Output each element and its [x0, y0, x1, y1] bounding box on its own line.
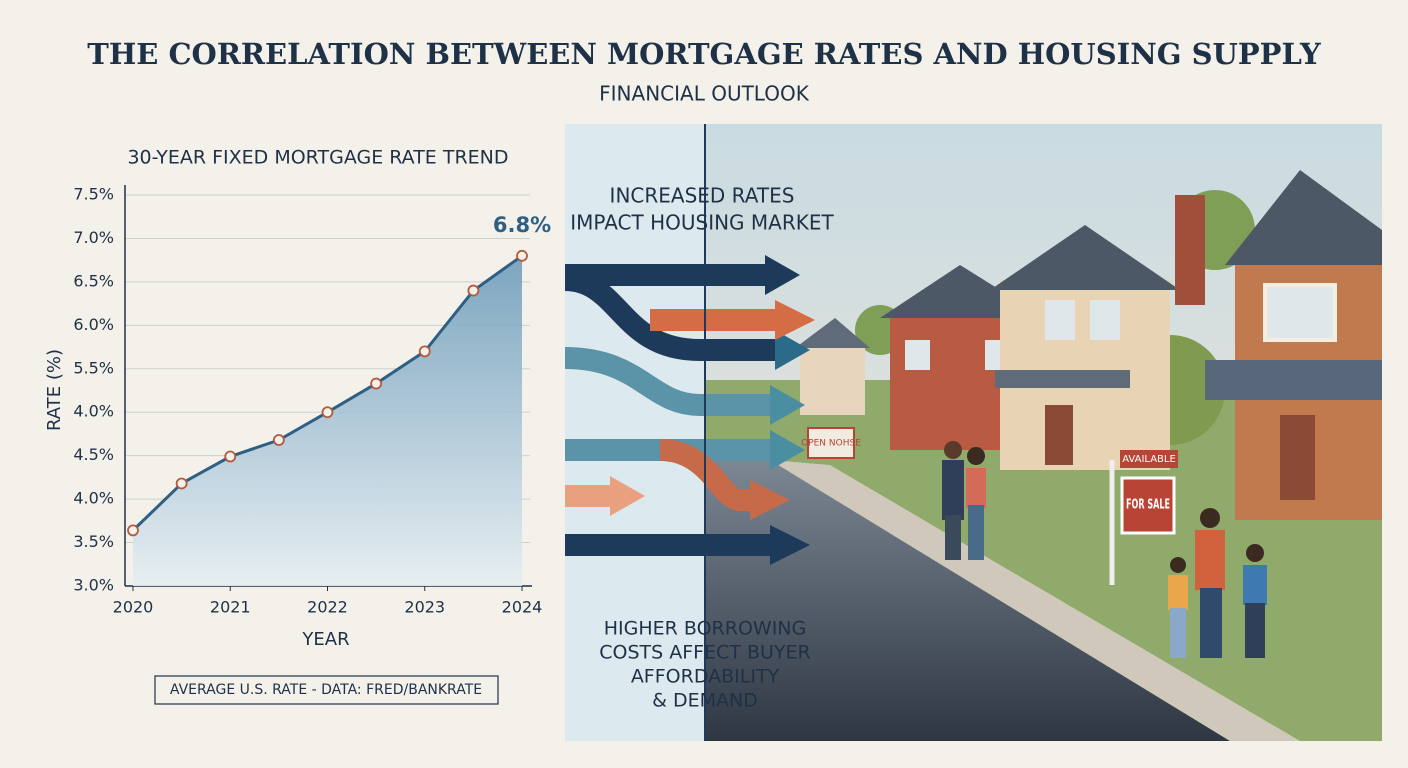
arrow-head	[775, 330, 810, 370]
sign-text: AVAILABLE	[1122, 454, 1176, 465]
y-tick-label: 7.5%	[73, 185, 114, 204]
chart-title: 30-YEAR FIXED MORTGAGE RATE TREND	[127, 147, 508, 169]
sign-board	[1120, 476, 1176, 535]
x-tick-label: 2023	[404, 598, 445, 617]
y-tick-label: 3.5%	[73, 532, 114, 551]
panel-overlay	[565, 124, 705, 741]
y-tick-label: 6.5%	[73, 271, 114, 290]
title: THE CORRELATION BETWEEN MORTGAGE RATES A…	[87, 37, 1321, 71]
illustration: OPEN NOHSE AVAILABLE FOR SALE INCREASED …	[564, 124, 1382, 741]
people	[942, 441, 1267, 658]
arrow-head	[770, 525, 810, 565]
caption-line: COSTS AFFECT BUYER	[599, 642, 811, 664]
headline-line: IMPACT HOUSING MARKET	[570, 211, 834, 235]
caption-line: & DEMAND	[652, 690, 758, 712]
y-tick-label: 7.0%	[73, 228, 114, 247]
house-beige	[990, 225, 1180, 470]
y-tick-label: 3.0%	[73, 576, 114, 595]
arrow-head	[770, 430, 805, 470]
arrow	[659, 439, 755, 511]
house-far	[795, 318, 870, 415]
arrow-head	[610, 476, 645, 516]
sign-board	[807, 427, 855, 459]
x-axis-label: YEAR	[301, 629, 349, 650]
caption-line: HIGHER BORROWING	[604, 618, 807, 640]
road	[705, 450, 1230, 741]
sidewalk	[770, 460, 1300, 741]
point	[370, 377, 383, 390]
point	[516, 249, 528, 262]
point	[127, 524, 139, 537]
source-note: AVERAGE U.S. RATE - DATA: FRED/BANKRATE	[170, 682, 482, 698]
point	[467, 284, 480, 297]
arrow-head	[775, 300, 815, 340]
chart: 3.0% 3.5% 4.0% 4.5% 4.0% 5.5% 6.0% 6.5% 7.0% 7.5%…	[44, 185, 551, 651]
y-axis-label: RATE (%)	[44, 349, 65, 431]
x-tick-label: 2021	[210, 598, 251, 617]
note-box	[154, 675, 499, 705]
arrow	[564, 269, 780, 361]
arrow	[564, 347, 775, 416]
point	[321, 406, 334, 419]
caption-line: AFFORDABILITY	[631, 666, 780, 688]
point	[224, 450, 237, 463]
y-tick-label: 4.0%	[73, 402, 114, 421]
y-tick-label: 5.5%	[73, 358, 114, 377]
arrow-head	[765, 255, 800, 295]
sign-board	[1120, 450, 1178, 468]
house-wood	[1175, 170, 1382, 520]
flow-arrows	[564, 255, 815, 565]
x-tick-label: 2022	[307, 598, 348, 617]
arrow-head	[750, 480, 790, 520]
point	[175, 477, 188, 490]
x-tick-label: 2024	[502, 598, 543, 617]
arrow-head	[770, 385, 805, 425]
headline-line: INCREASED RATES	[610, 184, 795, 208]
annotation: 6.8%	[493, 213, 551, 237]
subtitle: FINANCIAL OUTLOOK	[599, 82, 810, 106]
area	[133, 255, 522, 587]
sign-text: FOR SALE	[1126, 498, 1170, 513]
y-tick-label: 6.0%	[73, 315, 114, 334]
point	[272, 434, 285, 446]
point	[418, 345, 431, 358]
sign-text: OPEN NOHSE	[801, 439, 861, 449]
x-tick-label: 2020	[113, 598, 154, 617]
y-tick-label: 4.0%	[73, 489, 114, 508]
y-tick-label: 4.5%	[73, 445, 114, 464]
